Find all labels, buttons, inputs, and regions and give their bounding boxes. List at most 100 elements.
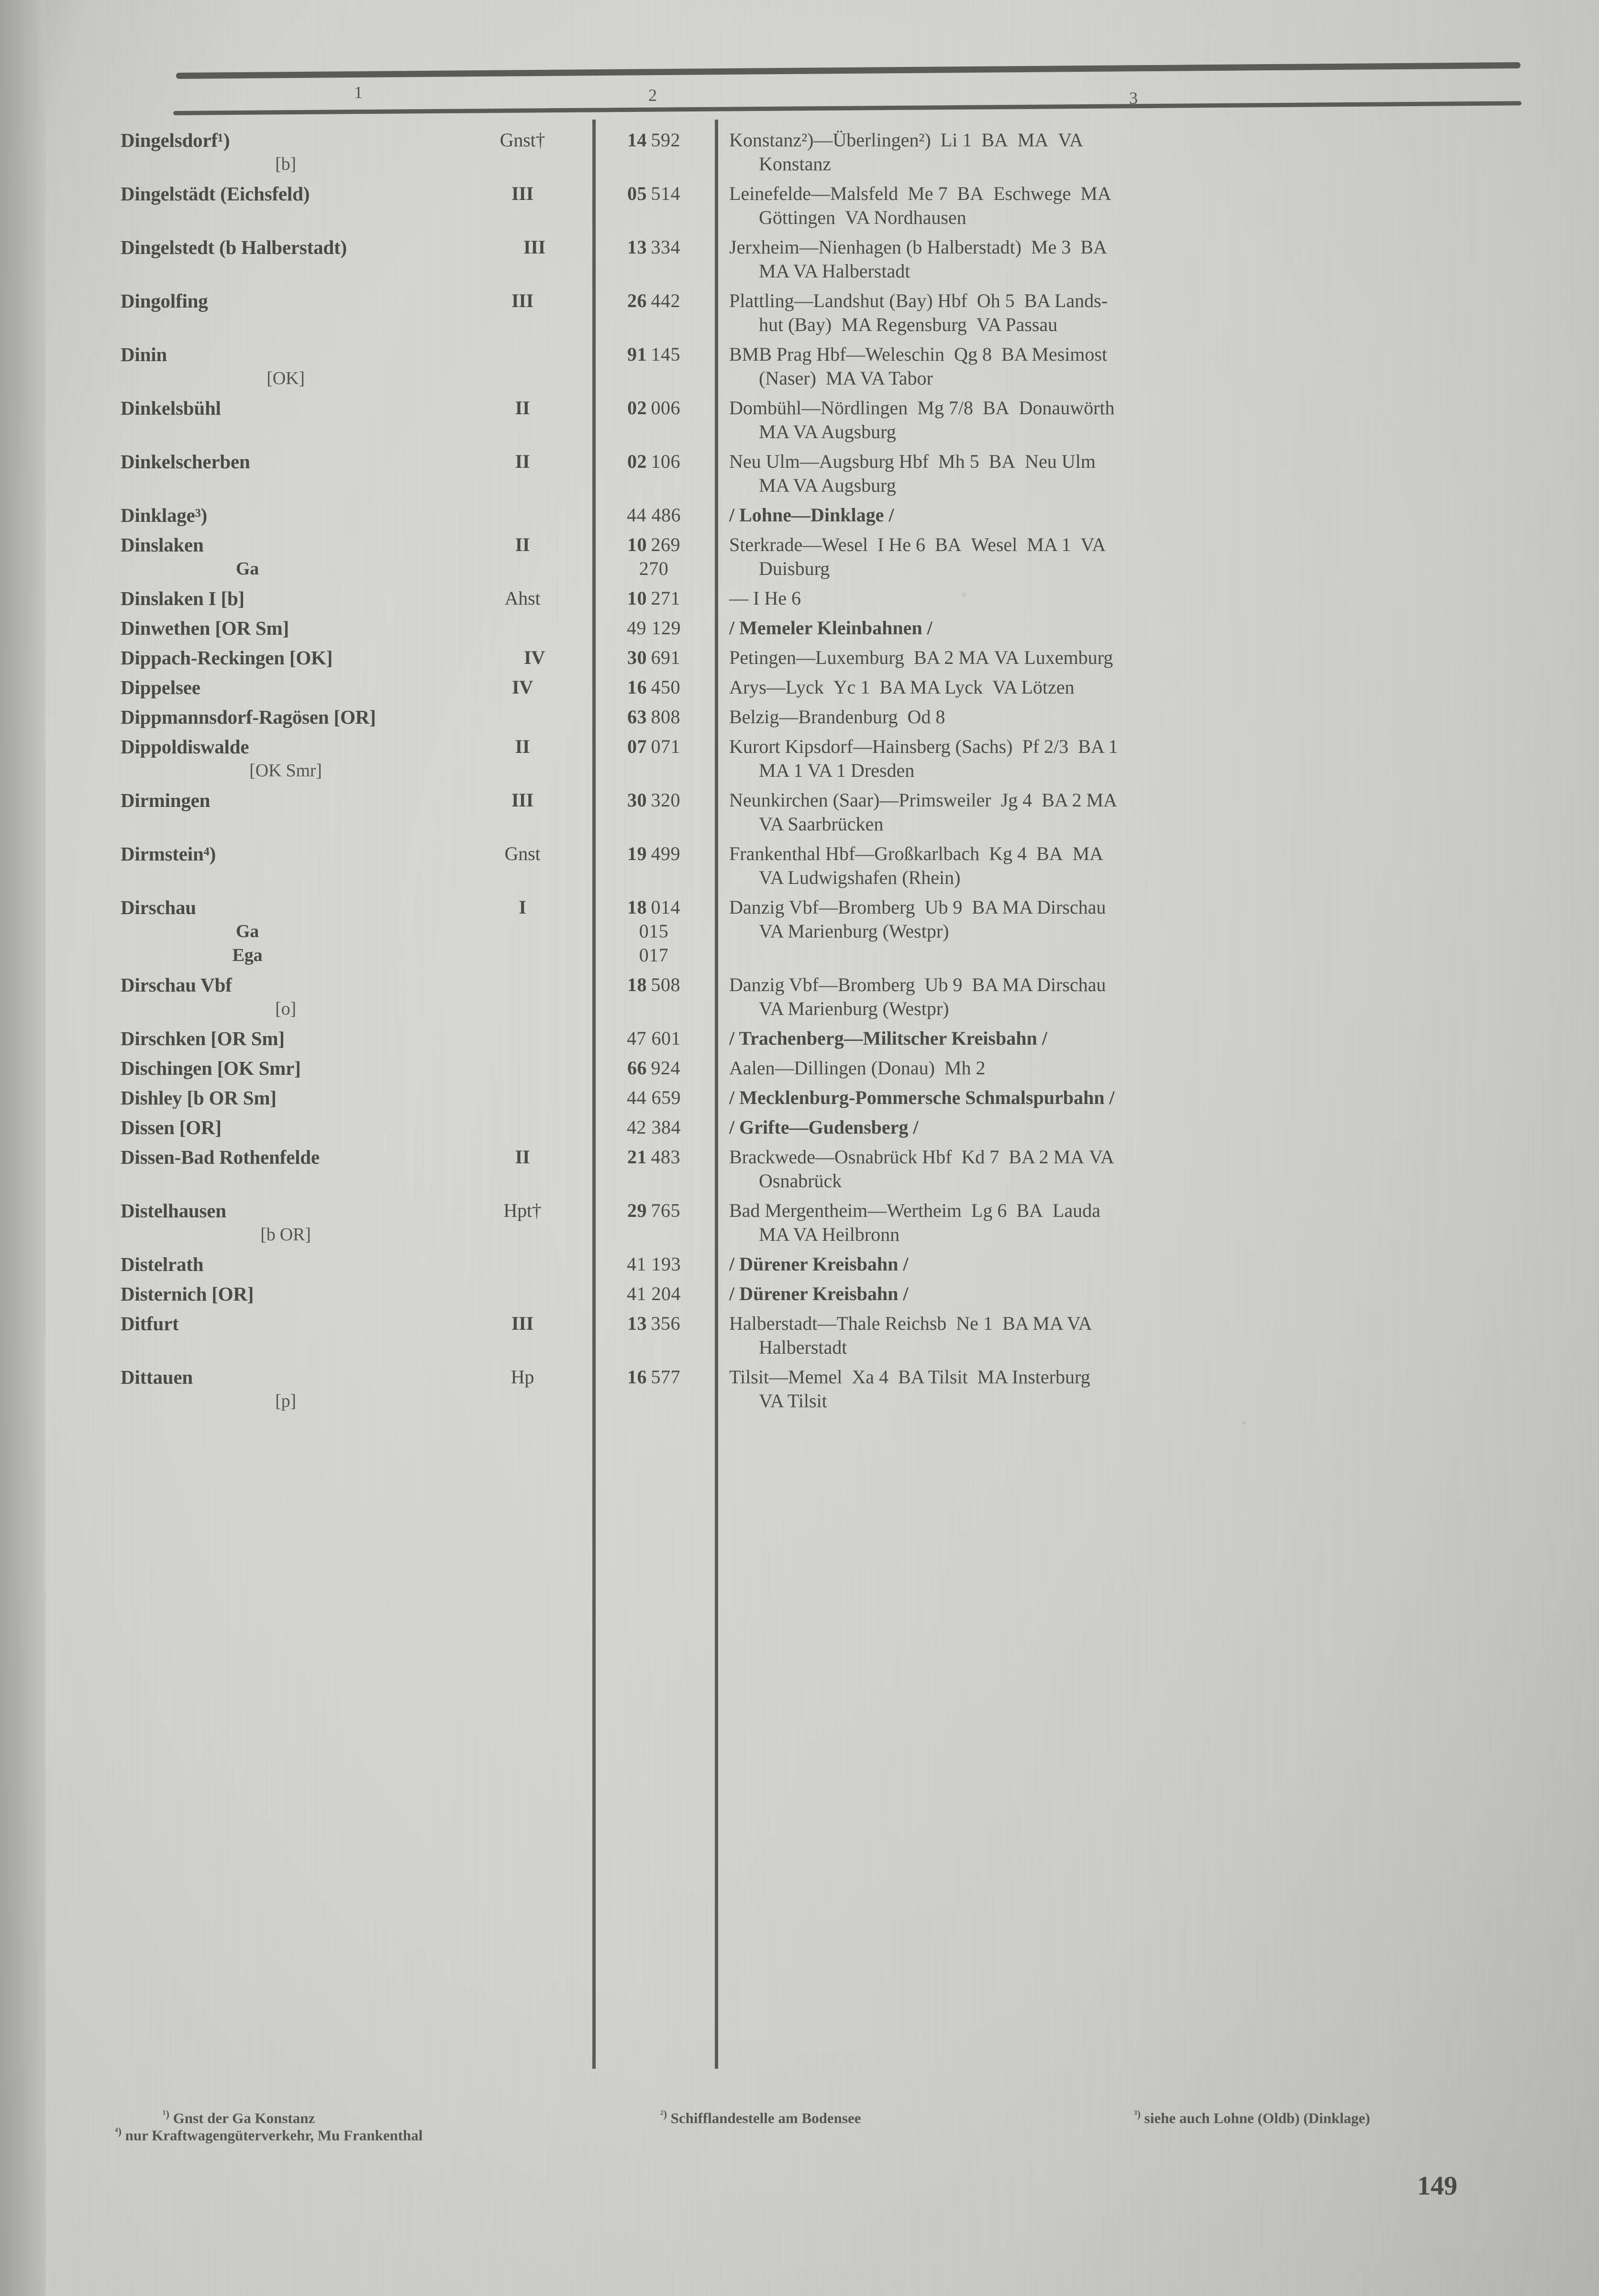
station-name: Dippelsee [121, 676, 200, 698]
station-number-suffix: 508 [651, 974, 680, 995]
station-number-prefix: 91 [627, 343, 647, 365]
station-name-cell: Dippelsee IV [121, 675, 580, 699]
station-number: 63 808 [596, 705, 712, 729]
station-number-prefix: 07 [627, 736, 647, 757]
station-number-prefix: 13 [627, 236, 647, 258]
route-line: VA Marienburg (Westpr) [759, 998, 949, 1019]
station-number-suffix: 41 204 [627, 1283, 681, 1304]
station-number-cell: 41 204 [596, 1282, 712, 1306]
station-number-prefix: 30 [627, 647, 647, 668]
route-cell: BMB Prag Hbf—Weleschin Qg 8 BA Mesimost(… [729, 342, 1562, 390]
station-name: Dischingen [OK Smr] [121, 1057, 301, 1079]
route-cell: Konstanz²)—Überlingen²) Li 1 BA MA VA Kon… [729, 128, 1562, 176]
route-cell: Frankenthal Hbf—Großkarlbach Kg 4 BA MA V… [729, 842, 1562, 890]
station-number-cell: 19 499 [596, 842, 712, 866]
station-name-cell: Dingelstedt (b Halberstadt) III [121, 235, 580, 259]
station-name-cell: Dinslaken Ga II [121, 533, 580, 581]
station-number-suffix: 145 [651, 343, 680, 365]
station-number-prefix: 10 [627, 587, 647, 609]
station-number-cell: 14 592 [596, 128, 712, 152]
station-number: 30 320 [596, 788, 712, 812]
station-name: Dirmstein⁴) [121, 843, 216, 865]
station-number-cell: 10 271 [596, 586, 712, 610]
route-line: VA Saarbrücken [759, 813, 884, 835]
station-name-cell: Dirschken [OR Sm] [121, 1027, 580, 1050]
route-cell: Tilsit—Memel Xa 4 BA Tilsit MA Insterbur… [729, 1365, 1562, 1413]
station-number-suffix: 006 [651, 397, 680, 419]
route-line: MA VA Heilbronn [759, 1224, 900, 1245]
station-number-prefix: 02 [627, 451, 647, 472]
column-header-2: 2 [648, 86, 657, 105]
station-name: Dinin [121, 343, 167, 365]
station-number-prefix: 19 [627, 843, 647, 864]
station-number: 07 071 [596, 735, 712, 759]
station-number: 19 499 [596, 842, 712, 866]
station-number: 017 [596, 943, 712, 967]
footnote-1: ¹) Gnst der Ga Konstanz [163, 2108, 315, 2127]
footnote-2: ²) Schifflandestelle am Bodensee [660, 2108, 861, 2127]
station-number-prefix: 26 [627, 290, 647, 311]
station-name: Distelrath [121, 1253, 204, 1275]
route-cell: Bad Mergentheim—Wertheim Lg 6 BA Lauda MA… [729, 1199, 1562, 1247]
station-number-suffix: 577 [651, 1366, 680, 1388]
station-number-suffix: 270 [639, 558, 669, 579]
route-line: Kurort Kipsdorf—Hainsberg (Sachs) Pf 2/3… [729, 736, 1118, 757]
station-number-cell: 16 577 [596, 1365, 712, 1389]
route-cell: Danzig Vbf—Bromberg Ub 9 BA MA Dirschau V… [729, 973, 1562, 1021]
station-number-prefix: 13 [627, 1313, 647, 1334]
table-row: Distelhausen [b OR] Hpt† 29 765 Bad Mergenth… [0, 1199, 1599, 1252]
station-number-cell: 66 924 [596, 1056, 712, 1080]
station-name: Dirschken [OR Sm] [121, 1027, 285, 1049]
station-name: Dippach-Reckingen [OK] [121, 647, 333, 669]
station-subentry: Ega [232, 945, 263, 965]
route-line: Halberstadt [759, 1336, 847, 1358]
station-number-suffix: 47 601 [627, 1027, 681, 1049]
station-number-suffix: 514 [651, 183, 680, 204]
route-line: Halberstadt—Thale Reichsb Ne 1 BA MA VA [729, 1313, 1092, 1334]
station-class: II [515, 397, 530, 419]
station-number: 49 129 [596, 616, 712, 640]
station-number-cell: 10 269 270 [596, 533, 712, 581]
station-number-cell: 07 071 [596, 735, 712, 759]
table-row: Dirschken [OR Sm] 47 601 / Trachenberg—Mil… [0, 1027, 1599, 1056]
station-subentry: Ga [235, 921, 259, 941]
station-number: 13 334 [596, 235, 712, 259]
route-line: Duisburg [759, 558, 830, 579]
station-class: Gnst [504, 843, 541, 864]
station-name: Dingelsdorf¹) [121, 129, 230, 151]
station-class: III [511, 183, 534, 204]
station-number-prefix: 30 [627, 789, 647, 811]
station-name: Dishley [b OR Sm] [121, 1087, 277, 1109]
page-number: 149 [1417, 2171, 1457, 2201]
station-name-cell: Ditfurt III [121, 1312, 580, 1336]
station-qualifier: [OK] [266, 368, 305, 388]
station-number: 47 601 [596, 1027, 712, 1050]
station-number: 29 765 [596, 1199, 712, 1223]
station-number: 270 [596, 557, 712, 581]
route-cell: / Dürener Kreisbahn / [729, 1282, 1562, 1306]
station-number: 30 691 [596, 646, 712, 670]
route-cell: / Mecklenburg-Pommersche Schmalspurbahn … [729, 1086, 1562, 1110]
table-row: Dishley [b OR Sm] 44 659 / Mecklenburg-Pom… [0, 1086, 1599, 1115]
route-cell: Arys—Lyck Yc 1 BA MA Lyck VA Lötzen [729, 675, 1562, 699]
station-class: IV [523, 647, 545, 668]
station-number-prefix: 16 [627, 676, 647, 698]
station-number-suffix: 015 [639, 920, 669, 942]
station-number-suffix: 269 [651, 534, 680, 555]
route-line: MA VA Halberstadt [759, 260, 911, 282]
route-line: Petingen—Luxemburg BA 2 MA VA Luxemburg [729, 647, 1113, 668]
station-number-cell: 18 508 [596, 973, 712, 997]
station-number-suffix: 42 384 [627, 1116, 681, 1138]
station-table: Dingelsdorf¹) [b] Gnst† 14 592 Konstanz²)—Üb… [0, 128, 1599, 1419]
station-number: 66 924 [596, 1056, 712, 1080]
station-number: 16 450 [596, 675, 712, 699]
table-row: Dirschau Vbf [o] 18 508 Danzig Vbf—Bromberg… [0, 973, 1599, 1027]
station-class: Gnst† [500, 129, 545, 151]
station-number-cell: 29 765 [596, 1199, 712, 1223]
station-number: 10 271 [596, 586, 712, 610]
station-name-cell: Dirschau Vbf [o] [121, 973, 580, 1021]
station-number-suffix: 41 193 [627, 1253, 681, 1275]
route-cell: Plattling—Landshut (Bay) Hbf Oh 5 BA Lan… [729, 289, 1562, 337]
station-name: Dingolfing [121, 290, 208, 312]
